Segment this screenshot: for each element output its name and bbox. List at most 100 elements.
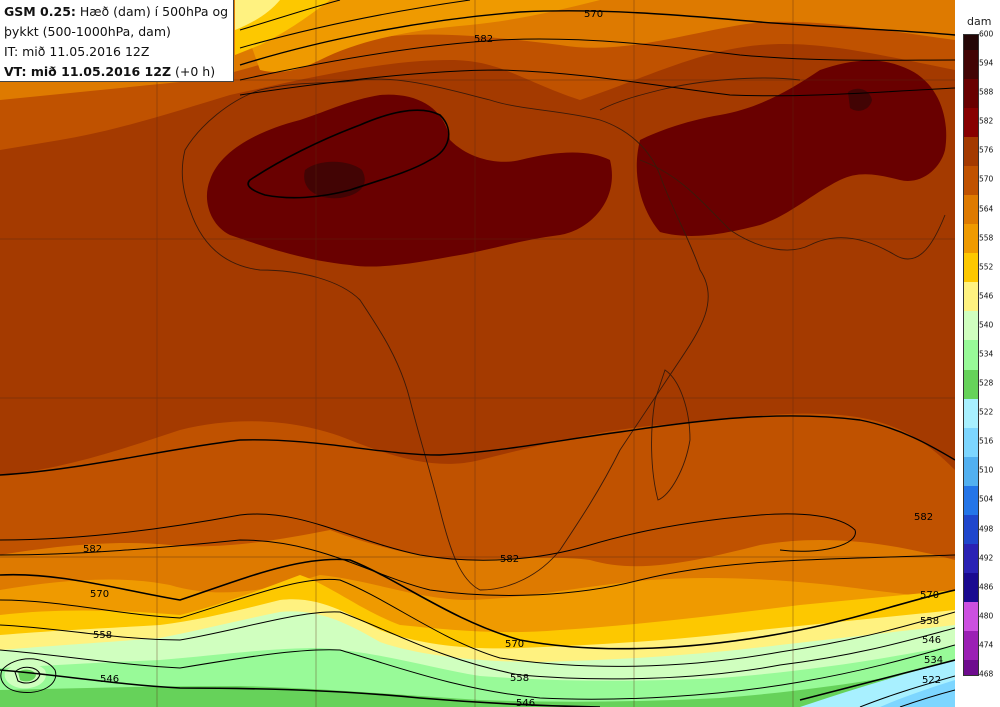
init-time: IT: mið 11.05.2016 12Z (4, 44, 150, 59)
legend-tick-label: 558 (979, 233, 994, 243)
legend-color-swatch (964, 340, 978, 370)
legend-colorbar (963, 34, 979, 676)
legend-tick-label: 504 (979, 494, 994, 504)
legend-color-swatch (964, 136, 978, 166)
legend-tick-label: 498 (979, 524, 994, 534)
legend-tick-label: 534 (979, 349, 994, 359)
north-band-552 (235, 0, 600, 72)
field-desc: Hæð (dam) í 500hPa og (75, 4, 229, 19)
contour-label: 534 (924, 655, 943, 666)
legend-color-swatch (964, 35, 978, 50)
weather-map: 570 582 582 582 570 558 546 570 558 546 … (0, 0, 955, 707)
legend-tick-label: 540 (979, 320, 994, 330)
contour-582-north (239, 69, 955, 97)
contour-label: 570 (505, 639, 524, 650)
legend-tick-label: 510 (979, 465, 994, 475)
contour-label: 582 (914, 512, 933, 523)
contour-label: 582 (83, 544, 102, 555)
legend-tick-label: 588 (979, 87, 994, 97)
legend-tick-label: 552 (979, 262, 994, 272)
valid-time-line: VT: mið 11.05.2016 12Z (+0 h) (4, 62, 233, 82)
legend-color-swatch (964, 485, 978, 515)
legend-tick-label: 474 (979, 640, 994, 650)
legend-color-swatch (964, 544, 978, 574)
legend-color-swatch (964, 195, 978, 225)
contour-588-sahara (247, 109, 450, 199)
contour-570-north (239, 10, 955, 66)
legend-tick-label: 582 (979, 116, 994, 126)
contour-558-north (239, 0, 341, 31)
north-band-540 (235, 0, 280, 30)
contour-cutoff-low (0, 658, 57, 694)
legend-color-swatch (964, 573, 978, 603)
legend-color-swatch (964, 515, 978, 545)
legend-unit: dam (967, 15, 992, 28)
legend-color-swatch (964, 427, 978, 457)
sahara-582 (206, 94, 612, 267)
contour-576-north (239, 38, 955, 81)
legend-tick-label: 492 (979, 553, 994, 563)
legend-color-swatch (964, 631, 978, 661)
legend-tick-label: 480 (979, 611, 994, 621)
contour-540-south (859, 675, 955, 707)
arabia-588 (848, 88, 872, 111)
contour-label: 582 (474, 34, 493, 45)
legend-tick-label: 546 (979, 291, 994, 301)
graticule (0, 0, 955, 707)
contour-label: 570 (90, 589, 109, 600)
legend-ticks: 600 594 588 582 576 570 564 558 552 546 540 534 528 5… (979, 30, 1000, 679)
legend-color-swatch (964, 253, 978, 283)
legend-tick-label: 522 (979, 407, 994, 417)
info-box: GSM 0.25: Hæð (dam) í 500hPa og þykkt (5… (0, 0, 234, 82)
contour-534-south (899, 689, 955, 707)
contour-label-group: 570 582 582 582 570 558 546 570 558 546 … (83, 9, 943, 707)
legend-tick-label: 594 (979, 58, 994, 68)
height-contours (0, 0, 955, 707)
legend-color-swatch (964, 49, 978, 79)
contour-576-south (0, 539, 955, 596)
contour-label: 570 (920, 590, 939, 601)
contour-label: 558 (93, 630, 112, 641)
legend-color-swatch (964, 602, 978, 632)
legend-tick-label: 600 (979, 29, 994, 39)
legend-color-swatch (964, 224, 978, 254)
legend-tick-label: 528 (979, 378, 994, 388)
legend-tick-label: 486 (979, 582, 994, 592)
contour-552-south (0, 644, 955, 700)
legend-color-swatch (964, 107, 978, 137)
lead-time: (+0 h) (171, 64, 216, 79)
contour-cutoff-inner (14, 666, 41, 684)
legend-tick-label: 570 (979, 174, 994, 184)
legend-color-swatch (964, 78, 978, 108)
legend-color-swatch (964, 398, 978, 428)
title-line: GSM 0.25: Hæð (dam) í 500hPa og (4, 2, 233, 22)
contour-label: 522 (922, 675, 941, 686)
legend-color-swatch (964, 660, 978, 675)
contour-label: 570 (584, 9, 603, 20)
contour-label: 558 (510, 673, 529, 684)
contour-582-loop (0, 513, 856, 561)
contour-546-south (0, 659, 955, 707)
contour-label: 546 (922, 635, 941, 646)
field-desc-2: þykkt (500-1000hPa, dam) (4, 24, 171, 39)
contour-558-south (0, 611, 955, 680)
legend-color-swatch (964, 165, 978, 195)
model-name: GSM 0.25: (4, 4, 76, 19)
contour-label: 546 (516, 698, 535, 707)
contour-label: 558 (920, 616, 939, 627)
sahara-588 (304, 161, 365, 199)
legend-color-swatch (964, 311, 978, 341)
legend-color-swatch (964, 456, 978, 486)
coastlines (181, 77, 946, 591)
valid-time: VT: mið 11.05.2016 12Z (4, 64, 172, 79)
legend-tick-label: 576 (979, 145, 994, 155)
south-band-516 (880, 680, 955, 707)
legend-tick-label: 564 (979, 204, 994, 214)
legend-color-swatch (964, 369, 978, 399)
contour-label: 546 (100, 674, 119, 685)
contour-564-north (239, 0, 471, 49)
contour-570-south (0, 558, 955, 650)
legend-tick-label: 468 (979, 669, 994, 679)
legend-tick-label: 516 (979, 436, 994, 446)
contour-label: 582 (500, 554, 519, 565)
